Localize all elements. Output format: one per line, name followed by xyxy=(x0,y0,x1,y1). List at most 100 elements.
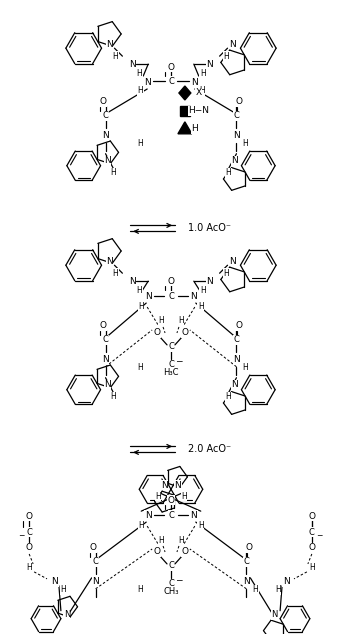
Text: H: H xyxy=(110,392,116,401)
Text: 2.0 AcO⁻: 2.0 AcO⁻ xyxy=(188,444,231,455)
Text: C: C xyxy=(168,511,174,519)
Text: H: H xyxy=(26,563,32,572)
Text: N: N xyxy=(233,356,240,364)
Text: N: N xyxy=(129,277,136,286)
Text: N: N xyxy=(283,577,290,586)
Text: N: N xyxy=(51,577,58,586)
Text: H: H xyxy=(155,491,161,501)
Text: CH₃: CH₃ xyxy=(163,587,179,596)
Bar xyxy=(180,106,190,116)
Text: H: H xyxy=(226,168,232,177)
Text: O: O xyxy=(99,97,106,107)
Text: H: H xyxy=(110,168,116,177)
Text: O: O xyxy=(26,512,33,521)
Text: −: − xyxy=(18,531,25,540)
Text: C: C xyxy=(168,360,174,370)
Text: C: C xyxy=(168,77,174,86)
Text: −: − xyxy=(175,575,183,584)
Text: H: H xyxy=(137,86,143,95)
Text: N: N xyxy=(144,77,151,86)
Text: H: H xyxy=(158,535,164,545)
Text: O: O xyxy=(167,63,175,72)
Text: C: C xyxy=(103,111,108,121)
Text: N: N xyxy=(175,481,181,490)
Text: N: N xyxy=(191,77,198,86)
Text: H: H xyxy=(60,585,66,594)
Text: N: N xyxy=(102,356,109,364)
Text: O: O xyxy=(308,512,315,521)
Text: H: H xyxy=(113,51,118,61)
Text: −: − xyxy=(175,356,183,365)
Text: −: − xyxy=(316,531,323,540)
Text: N: N xyxy=(233,131,240,140)
Text: H: H xyxy=(275,585,281,594)
Text: H: H xyxy=(226,392,232,401)
Text: C: C xyxy=(93,558,99,566)
Text: H: H xyxy=(138,302,144,311)
Text: O: O xyxy=(167,496,175,505)
Text: H: H xyxy=(191,124,198,133)
Text: N: N xyxy=(271,610,277,619)
Text: O: O xyxy=(236,97,243,107)
Text: H₃C: H₃C xyxy=(163,368,179,377)
Text: H: H xyxy=(136,69,142,77)
Text: 1.0 AcO⁻: 1.0 AcO⁻ xyxy=(188,224,231,234)
Text: N: N xyxy=(106,257,113,265)
Text: H: H xyxy=(309,563,315,572)
Text: H: H xyxy=(198,521,204,530)
Text: N: N xyxy=(145,291,151,300)
Text: N: N xyxy=(92,577,99,586)
Text: H: H xyxy=(137,585,143,594)
Text: H: H xyxy=(178,316,184,326)
Text: H: H xyxy=(138,521,144,530)
Text: N: N xyxy=(102,131,109,140)
Text: N: N xyxy=(190,291,197,300)
Text: N: N xyxy=(92,577,99,586)
Text: N: N xyxy=(104,156,111,165)
Text: H: H xyxy=(242,363,248,372)
Text: H: H xyxy=(137,139,143,148)
Text: C: C xyxy=(234,111,239,121)
Polygon shape xyxy=(179,86,191,100)
Text: O: O xyxy=(99,321,106,330)
Text: N: N xyxy=(106,40,113,49)
Text: C: C xyxy=(168,579,174,589)
Text: N: N xyxy=(206,60,213,69)
Text: N: N xyxy=(161,481,167,490)
Text: O: O xyxy=(153,547,161,556)
Text: C: C xyxy=(168,291,174,300)
Text: N: N xyxy=(243,577,250,586)
Text: O: O xyxy=(26,544,33,552)
Text: H: H xyxy=(200,69,206,77)
Text: H: H xyxy=(137,363,143,372)
Text: C: C xyxy=(243,558,249,566)
Text: O: O xyxy=(153,328,161,337)
Text: N: N xyxy=(145,511,151,519)
Text: N: N xyxy=(190,511,197,519)
Text: H: H xyxy=(199,86,205,95)
Text: N: N xyxy=(129,60,136,69)
Text: C: C xyxy=(103,335,108,344)
Text: C: C xyxy=(168,342,174,351)
Text: N: N xyxy=(243,577,250,586)
Text: O: O xyxy=(89,544,96,552)
Text: O: O xyxy=(181,547,188,556)
Text: H: H xyxy=(224,269,229,277)
Text: N: N xyxy=(231,380,238,389)
Text: O: O xyxy=(167,277,175,286)
Text: H: H xyxy=(181,491,187,501)
Text: H: H xyxy=(113,269,118,277)
Text: C: C xyxy=(309,528,315,537)
Text: N: N xyxy=(229,40,236,49)
Text: N: N xyxy=(104,380,111,389)
Text: H: H xyxy=(252,585,258,594)
Text: X: X xyxy=(196,88,202,98)
Text: N: N xyxy=(64,610,70,619)
Text: O: O xyxy=(308,544,315,552)
Text: H: H xyxy=(242,139,248,148)
Text: H: H xyxy=(158,316,164,326)
Text: C: C xyxy=(234,335,239,344)
Text: O: O xyxy=(246,544,253,552)
Polygon shape xyxy=(178,122,192,134)
Text: N: N xyxy=(206,277,213,286)
